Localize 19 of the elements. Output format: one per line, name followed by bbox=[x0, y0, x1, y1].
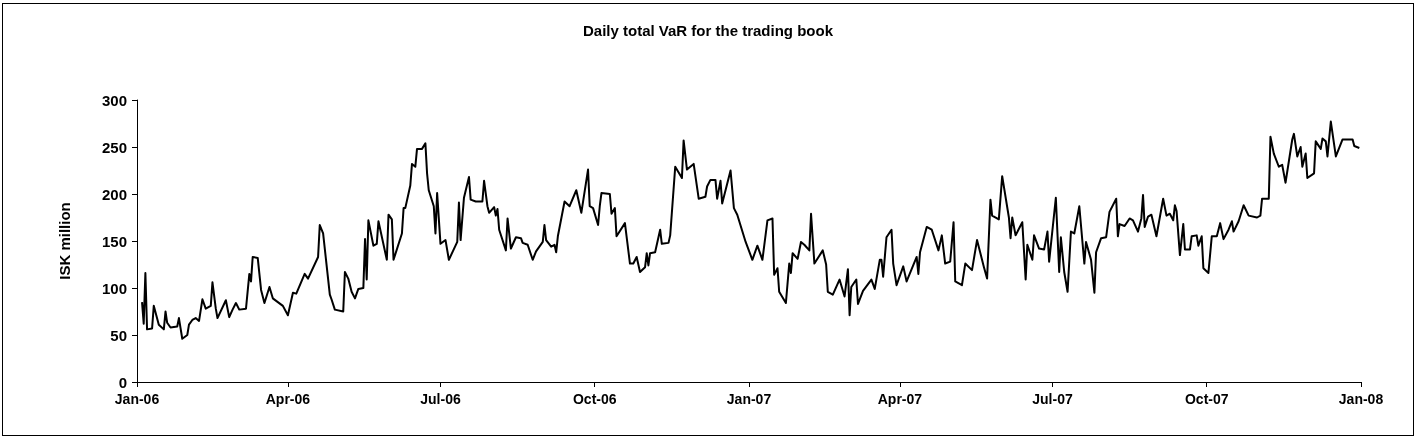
line-series bbox=[141, 120, 1361, 340]
y-tick-label: 200 bbox=[101, 185, 127, 203]
chart-title: Daily total VaR for the trading book bbox=[582, 22, 834, 39]
x-tick-label: Jul-07 bbox=[1032, 391, 1073, 407]
x-tick-label: Apr-06 bbox=[265, 391, 311, 407]
x-tick-label: Oct-06 bbox=[572, 391, 617, 407]
y-tick-label: 50 bbox=[110, 326, 127, 344]
x-tick-label: Jan-07 bbox=[726, 391, 772, 407]
x-tick-label: Jan-08 bbox=[1338, 391, 1384, 407]
x-tick-label: Apr-07 bbox=[877, 391, 923, 407]
x-tick-label: Jan-06 bbox=[114, 391, 160, 407]
y-tick-label: 300 bbox=[101, 91, 127, 109]
x-tick-label: Oct-07 bbox=[1184, 391, 1229, 407]
y-axis-title: ISK million bbox=[56, 202, 73, 280]
y-tick-label: 100 bbox=[101, 279, 127, 297]
x-tick-label: Jul-06 bbox=[420, 391, 461, 407]
y-tick-label: 250 bbox=[101, 138, 127, 156]
y-tick-label: 0 bbox=[118, 373, 127, 391]
y-tick-label: 150 bbox=[101, 232, 127, 250]
